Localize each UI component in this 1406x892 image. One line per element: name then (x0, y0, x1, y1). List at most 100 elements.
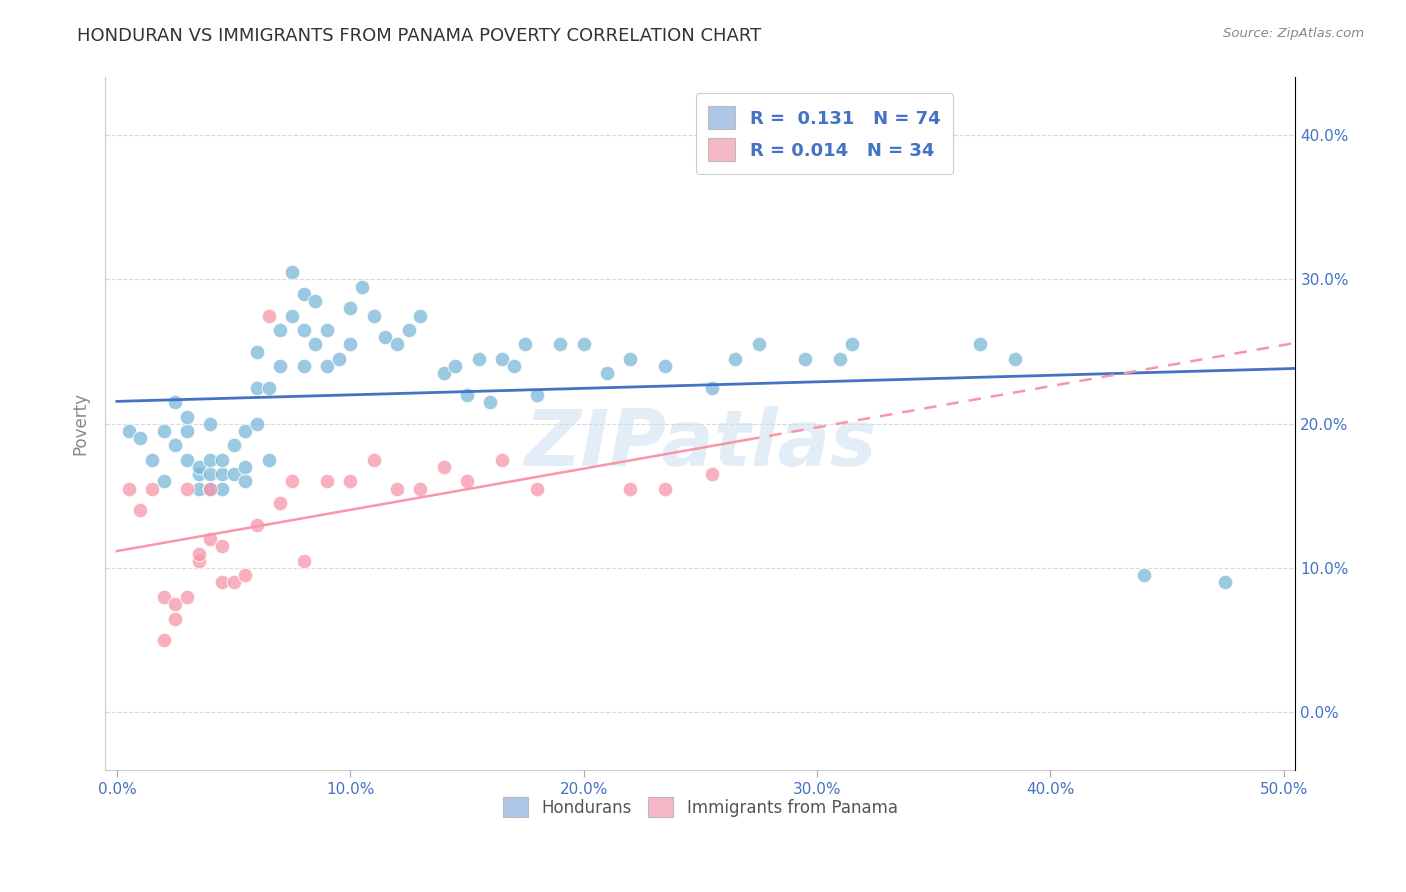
Point (456, 475, 478, 489)
Y-axis label: Poverty: Poverty (72, 392, 89, 455)
Point (444, 359, 467, 373)
Point (841, 337, 863, 351)
Point (165, 395, 187, 409)
Point (350, 279, 373, 293)
Point (304, 337, 326, 351)
Point (246, 417, 269, 431)
Point (165, 438, 187, 452)
Point (1215, 575, 1237, 590)
Point (619, 482, 641, 496)
Point (292, 323, 315, 337)
Point (328, 351, 350, 366)
Point (700, 467, 723, 482)
Point (969, 337, 991, 351)
Point (502, 359, 524, 373)
Point (409, 482, 432, 496)
Point (456, 388, 478, 402)
Point (316, 475, 339, 489)
Point (211, 467, 233, 482)
Point (187, 554, 209, 568)
Point (141, 452, 163, 467)
Point (281, 309, 304, 323)
Point (433, 366, 456, 380)
Point (233, 568, 256, 582)
Point (491, 351, 513, 366)
Point (619, 351, 641, 366)
Point (292, 286, 315, 301)
Point (176, 482, 198, 496)
Point (246, 381, 269, 395)
Point (200, 482, 222, 496)
Point (385, 482, 408, 496)
Point (304, 294, 326, 309)
Point (211, 540, 233, 554)
Point (1004, 351, 1026, 366)
Point (1132, 568, 1154, 582)
Point (526, 388, 548, 402)
Point (479, 395, 502, 409)
Point (257, 381, 280, 395)
Point (246, 517, 269, 532)
Point (794, 351, 817, 366)
Point (526, 482, 548, 496)
Point (200, 532, 222, 546)
Point (117, 424, 139, 438)
Point (165, 611, 187, 625)
Point (292, 359, 315, 373)
Point (222, 575, 245, 590)
Point (117, 482, 139, 496)
Point (257, 309, 280, 323)
Point (385, 337, 408, 351)
Point (572, 337, 595, 351)
Point (724, 351, 747, 366)
Point (363, 309, 385, 323)
Point (491, 452, 513, 467)
Point (187, 547, 209, 561)
Point (141, 482, 163, 496)
Legend: Hondurans, Immigrants from Panama: Hondurans, Immigrants from Panama (496, 790, 904, 824)
Text: Source: ZipAtlas.com: Source: ZipAtlas.com (1223, 27, 1364, 40)
Point (200, 417, 222, 431)
Point (165, 597, 187, 611)
Point (233, 424, 256, 438)
Point (292, 554, 315, 568)
Point (176, 452, 198, 467)
Point (233, 460, 256, 475)
Point (654, 359, 676, 373)
Point (200, 452, 222, 467)
Point (700, 381, 723, 395)
Point (200, 482, 222, 496)
Point (233, 475, 256, 489)
Point (269, 323, 291, 337)
Point (222, 438, 245, 452)
Point (152, 590, 174, 604)
Point (339, 337, 361, 351)
Point (187, 482, 209, 496)
Point (211, 482, 233, 496)
Point (222, 467, 245, 482)
Point (200, 467, 222, 482)
Point (467, 351, 489, 366)
Point (176, 409, 198, 424)
Point (398, 323, 420, 337)
Point (211, 452, 233, 467)
Point (269, 496, 291, 510)
Point (596, 366, 619, 380)
Point (433, 460, 456, 475)
Text: ZIPatlas: ZIPatlas (524, 407, 876, 483)
Point (339, 475, 361, 489)
Point (129, 431, 152, 445)
Point (830, 351, 852, 366)
Point (176, 424, 198, 438)
Point (257, 452, 280, 467)
Point (152, 424, 174, 438)
Point (187, 460, 209, 475)
Point (176, 590, 198, 604)
Point (269, 359, 291, 373)
Point (152, 633, 174, 648)
Point (211, 575, 233, 590)
Point (363, 452, 385, 467)
Point (129, 503, 152, 517)
Point (281, 475, 304, 489)
Point (316, 323, 339, 337)
